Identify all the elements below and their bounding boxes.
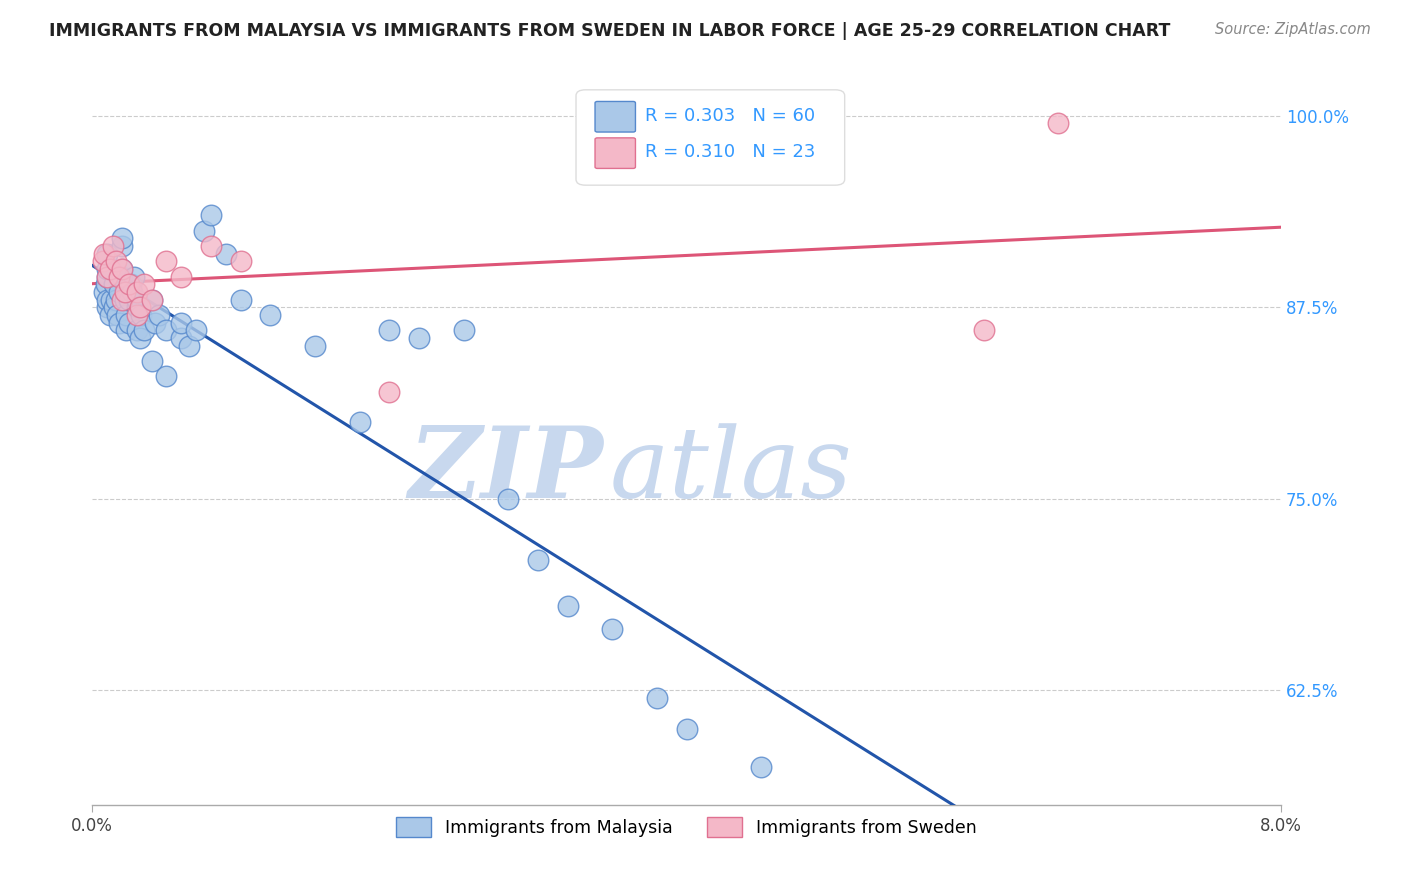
Point [96,262,118,277]
Point [1047,116,1070,130]
Point [155,254,177,268]
Point [134,323,156,337]
Point [215,246,238,260]
Point [104,293,127,307]
Point [125,293,148,307]
Point [103,277,125,292]
Point [128,301,150,315]
Point [111,262,134,277]
Point [170,331,193,345]
Point [155,323,177,337]
Point [143,316,166,330]
Point [141,293,163,307]
Point [304,338,326,352]
Point [600,622,623,636]
Point [103,301,125,315]
Point [111,231,134,245]
Point [229,254,252,268]
Point [108,269,131,284]
Point [453,323,475,337]
Point [111,269,134,284]
Point [408,331,430,345]
Point [141,293,163,307]
FancyBboxPatch shape [595,102,636,132]
Legend: Immigrants from Malaysia, Immigrants from Sweden: Immigrants from Malaysia, Immigrants fro… [389,810,984,844]
Point [96,246,118,260]
Point [104,254,127,268]
Point [557,599,579,614]
Point [91,254,114,268]
Point [186,323,208,337]
Point [645,691,668,706]
Point [170,269,193,284]
Point [193,224,215,238]
Point [108,316,131,330]
Point [118,277,141,292]
Point [125,301,148,315]
Point [115,323,138,337]
Point [141,354,163,368]
Point [170,316,193,330]
Point [128,331,150,345]
Point [122,269,145,284]
Text: ZIP: ZIP [408,422,603,519]
Point [96,269,118,284]
Text: Source: ZipAtlas.com: Source: ZipAtlas.com [1215,22,1371,37]
Point [229,293,252,307]
Point [125,308,148,322]
Point [259,308,281,322]
Point [527,553,550,567]
Point [496,491,519,506]
Point [96,301,118,315]
Point [349,415,371,429]
Point [100,293,122,307]
Point [120,277,142,292]
Point [155,369,177,384]
Point [101,239,124,253]
Point [111,262,134,277]
Point [973,323,995,337]
Text: R = 0.310   N = 23: R = 0.310 N = 23 [645,144,815,161]
Point [111,239,134,253]
Point [115,308,138,322]
Point [125,323,148,337]
Point [134,277,156,292]
Point [200,239,222,253]
Point [96,293,118,307]
Point [111,293,134,307]
Point [114,285,136,299]
Text: atlas: atlas [609,423,852,518]
Point [129,308,152,322]
Point [200,208,222,222]
FancyBboxPatch shape [576,90,845,186]
Point [108,285,131,299]
Point [98,308,121,322]
Point [114,293,136,307]
Point [118,293,141,307]
Point [98,262,121,277]
Point [125,285,148,299]
Point [675,722,697,736]
Point [96,269,118,284]
Text: R = 0.303   N = 60: R = 0.303 N = 60 [645,107,815,125]
Point [378,323,401,337]
Point [378,384,401,399]
Point [93,246,115,260]
Point [93,285,115,299]
Point [107,308,129,322]
Point [121,285,143,299]
Point [118,316,141,330]
Point [94,277,117,292]
Point [177,338,200,352]
Point [148,308,170,322]
FancyBboxPatch shape [595,138,636,169]
Text: IMMIGRANTS FROM MALAYSIA VS IMMIGRANTS FROM SWEDEN IN LABOR FORCE | AGE 25-29 CO: IMMIGRANTS FROM MALAYSIA VS IMMIGRANTS F… [49,22,1171,40]
Point [749,760,772,774]
